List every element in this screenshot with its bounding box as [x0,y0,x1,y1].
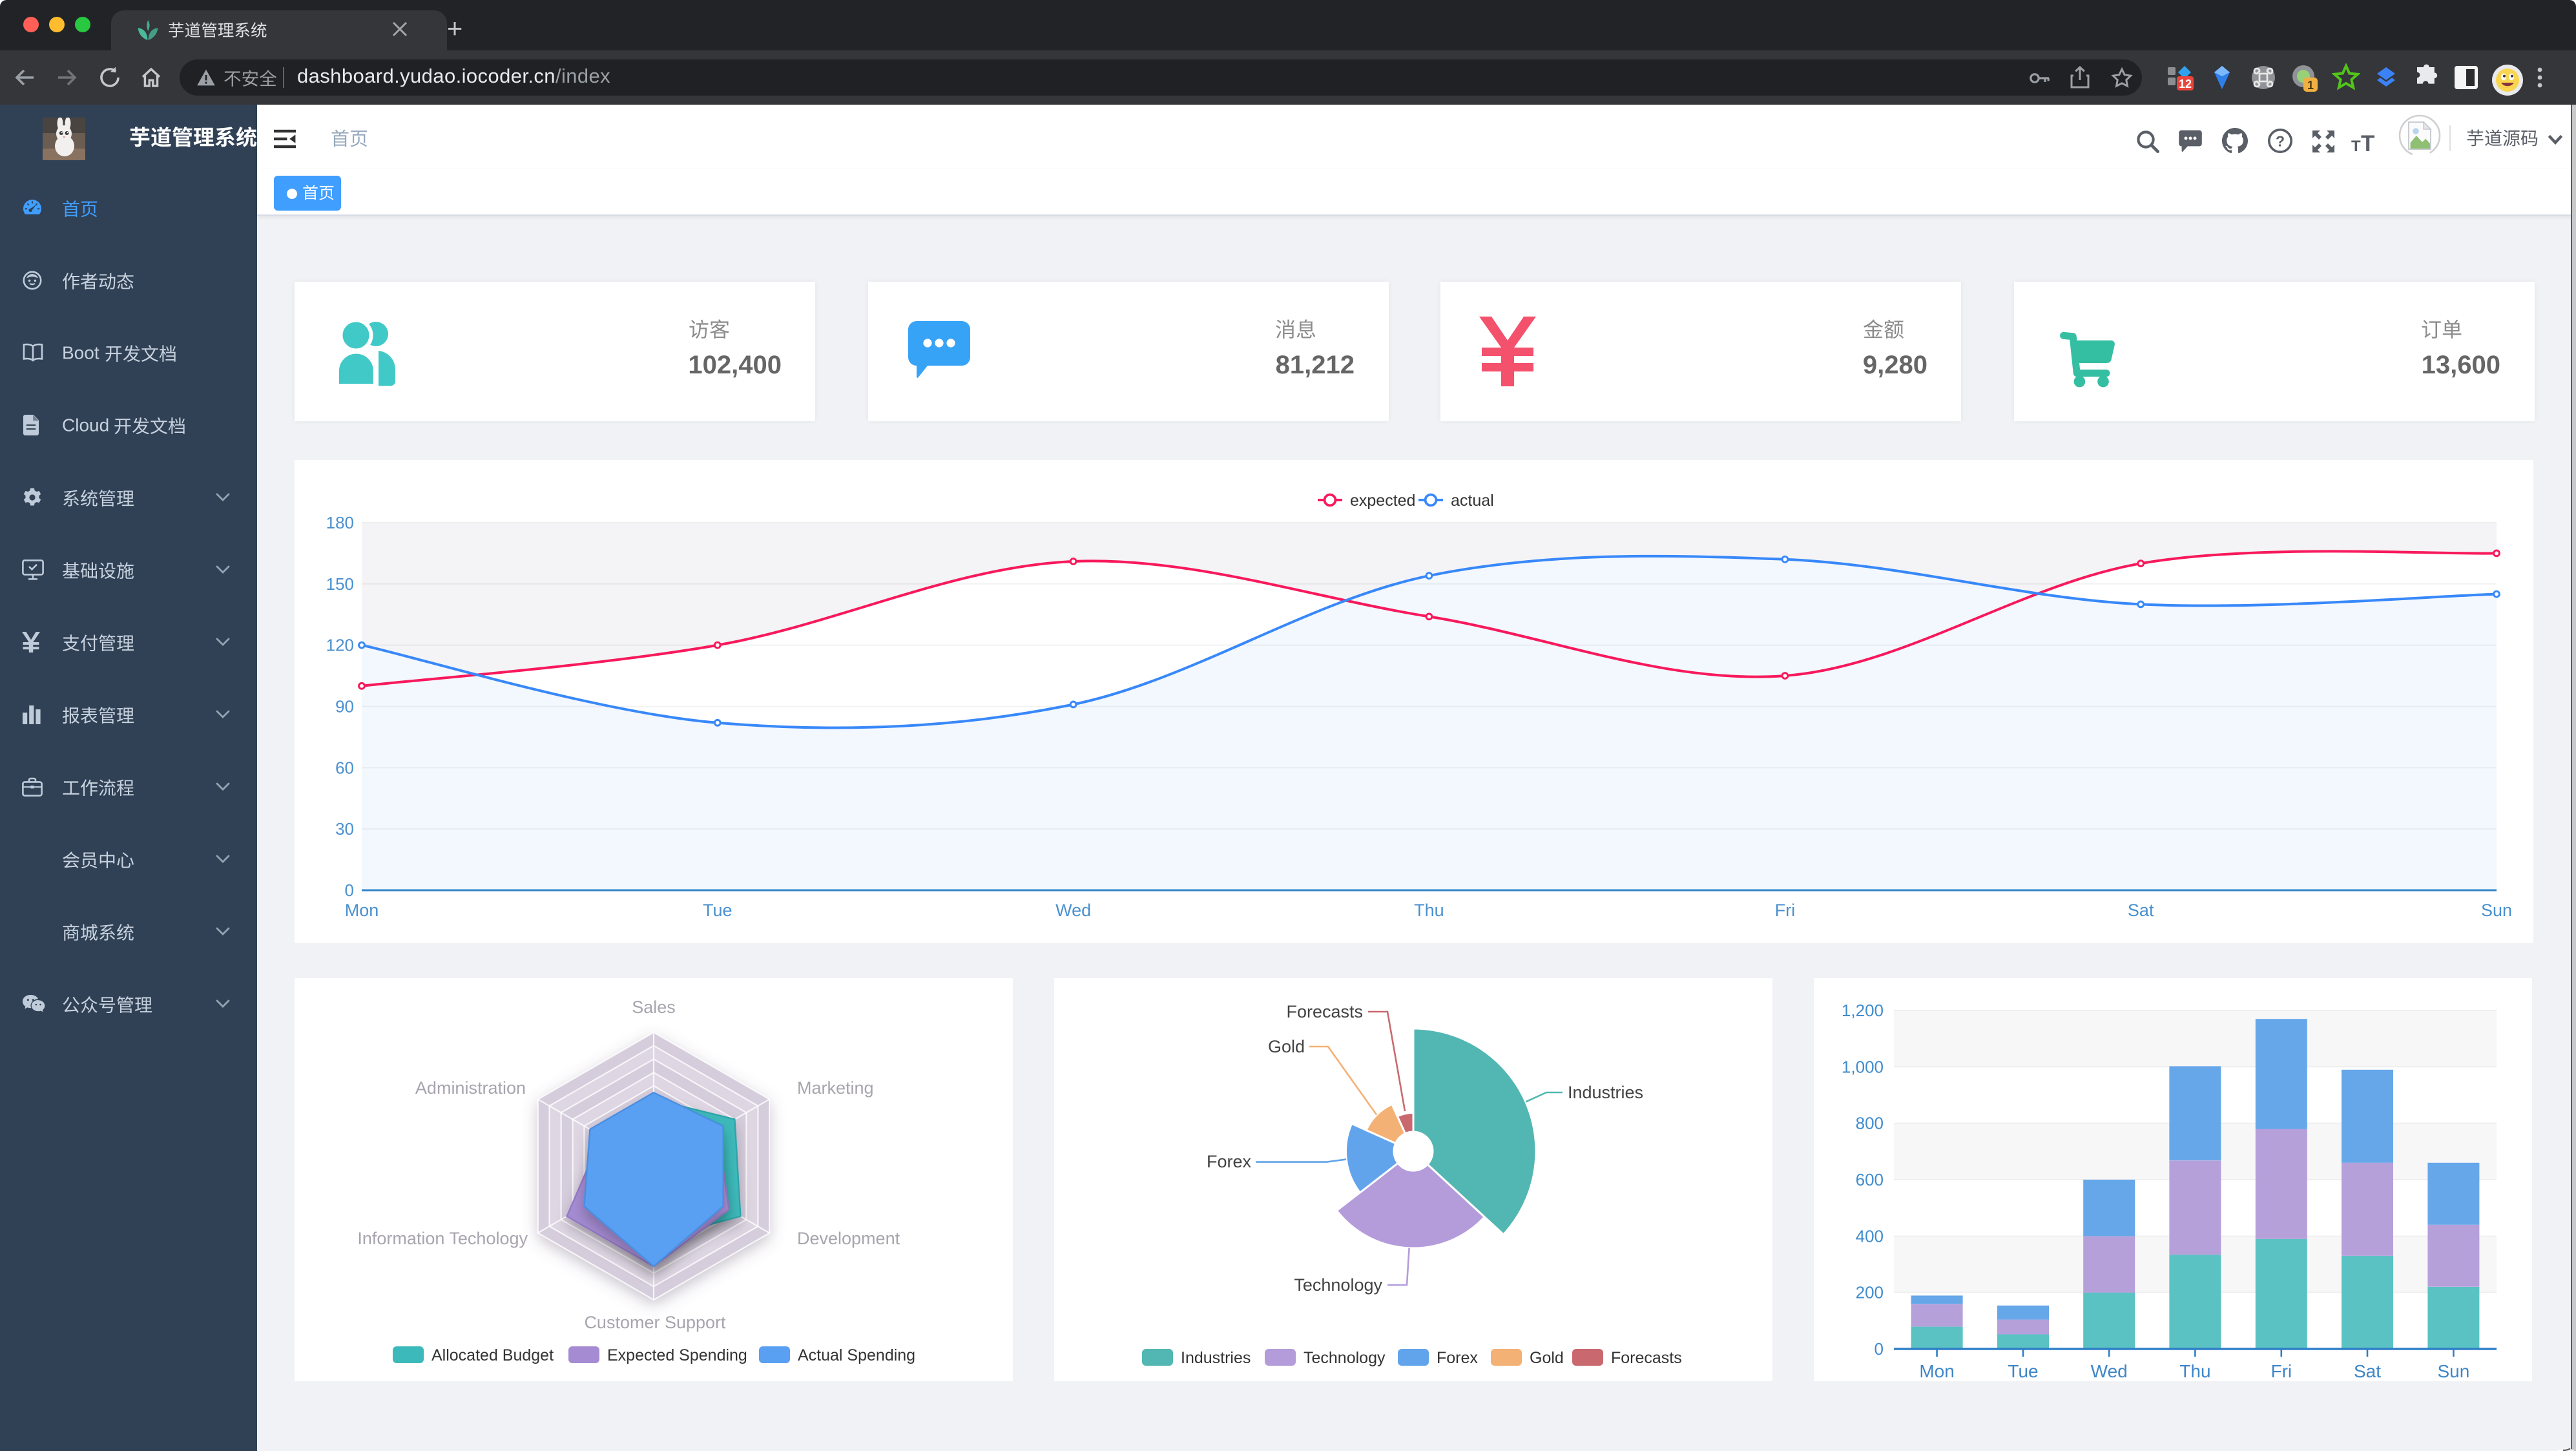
svg-text:Information Techology: Information Techology [357,1228,528,1247]
svg-text:Thu: Thu [2179,1361,2210,1381]
svg-text:180: 180 [326,512,354,532]
svg-text:Actual Spending: Actual Spending [798,1346,915,1364]
svg-text:30: 30 [335,819,354,838]
svg-text:Allocated Budget: Allocated Budget [431,1346,554,1364]
svg-text:Fri: Fri [1775,900,1795,919]
svg-text:Customer Support: Customer Support [584,1312,726,1331]
svg-text:90: 90 [335,696,354,715]
svg-text:Industries: Industries [1181,1348,1251,1366]
svg-text:Forecasts: Forecasts [1611,1348,1682,1366]
svg-text:Sales: Sales [632,997,676,1016]
svg-text:Mon: Mon [1919,1361,1954,1381]
svg-text:Expected Spending: Expected Spending [607,1346,747,1364]
svg-text:Technology: Technology [1304,1348,1386,1366]
svg-text:12: 12 [2179,78,2192,90]
svg-text:T: T [2361,131,2374,152]
svg-text:Sun: Sun [2437,1361,2469,1381]
svg-text:Marketing: Marketing [797,1078,874,1097]
svg-text:Forecasts: Forecasts [1286,1001,1363,1021]
svg-text:400: 400 [1856,1226,1884,1245]
svg-text:Development: Development [797,1228,900,1247]
svg-text:Mon: Mon [345,900,379,919]
svg-text:120: 120 [326,635,354,654]
svg-text:1,000: 1,000 [1842,1056,1884,1076]
svg-text:Wed: Wed [2091,1361,2128,1381]
svg-text:60: 60 [335,757,354,777]
svg-text:Technology: Technology [1294,1275,1382,1294]
svg-text:expected: expected [1350,491,1415,509]
svg-text:Sun: Sun [2481,900,2512,919]
svg-text:Thu: Thu [1414,900,1444,919]
svg-text:600: 600 [1856,1169,1884,1189]
svg-text:Administration: Administration [415,1078,526,1097]
svg-text:Forex: Forex [1207,1151,1252,1171]
svg-text:1: 1 [2307,79,2314,92]
svg-text:1,200: 1,200 [1842,1000,1884,1019]
svg-text:Gold: Gold [1530,1348,1564,1366]
svg-text:0: 0 [345,880,354,899]
svg-text:actual: actual [1451,491,1494,509]
svg-text:Gold: Gold [1268,1036,1305,1056]
svg-text:150: 150 [326,574,354,593]
svg-text:T: T [2351,138,2361,152]
svg-text:0: 0 [1875,1339,1884,1358]
svg-text:Tue: Tue [703,900,732,919]
svg-text:Forex: Forex [1437,1348,1478,1366]
svg-text:Fri: Fri [2270,1361,2292,1381]
svg-text:?: ? [2275,132,2284,149]
svg-text:Industries: Industries [1568,1082,1643,1101]
svg-text:800: 800 [1856,1113,1884,1133]
svg-text:Sat: Sat [2354,1361,2381,1381]
svg-text:Sat: Sat [2128,900,2154,919]
svg-text:Tue: Tue [2008,1361,2038,1381]
svg-text:200: 200 [1856,1282,1884,1302]
svg-text:Wed: Wed [1055,900,1091,919]
